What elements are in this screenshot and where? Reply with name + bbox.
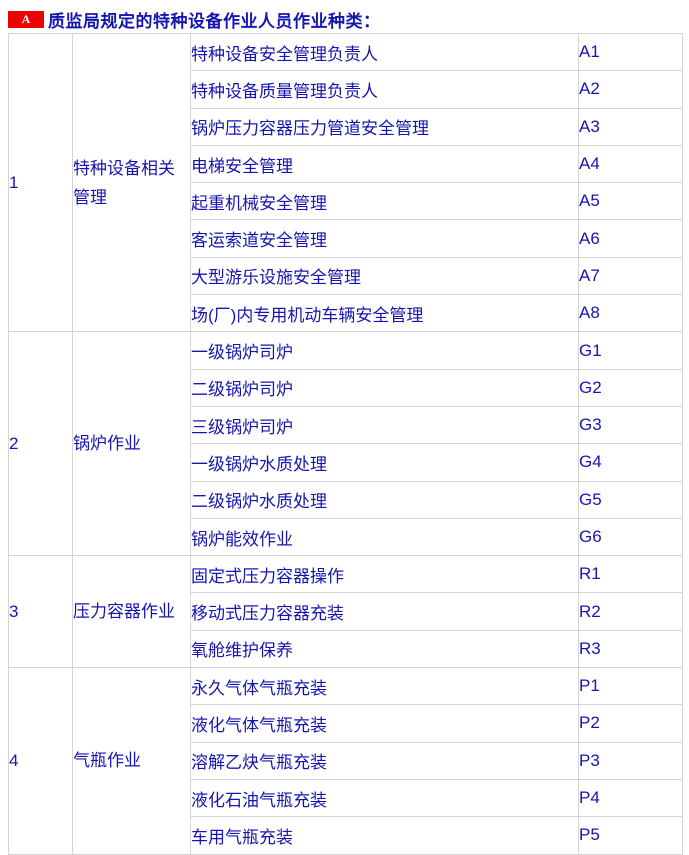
job-code-cell: G5 (578, 480, 683, 519)
table-row: 特种设备质量管理负责人 A2 (9, 70, 683, 109)
table-row: 溶解乙炔气瓶充装 P3 (9, 741, 683, 780)
job-code-cell: G6 (578, 517, 683, 557)
job-name-cell: 一级锅炉司炉 (190, 331, 579, 370)
section-number-cell: 1 (8, 32, 73, 333)
job-name-cell: 液化石油气瓶充装 (190, 778, 579, 818)
job-name-cell: 场(厂)内专用机动车辆安全管理 (190, 294, 579, 333)
job-name-cell: 起重机械安全管理 (190, 182, 579, 221)
table-row: 客运索道安全管理 A6 (9, 219, 683, 258)
table-row: 起重机械安全管理 A5 (9, 182, 683, 221)
job-code-cell: A5 (578, 182, 683, 221)
section-number-cell: 3 (8, 555, 73, 669)
section-number-cell: 2 (8, 331, 73, 557)
table-row: 二级锅炉水质处理 G5 (9, 480, 683, 519)
table-row: 锅炉压力容器压力管道安全管理 A3 (9, 107, 683, 146)
table-row: 液化石油气瓶充装 P4 (9, 778, 683, 818)
job-code-cell: A4 (578, 144, 683, 184)
table-row: 电梯安全管理 A4 (9, 144, 683, 184)
section-marker-badge: A (8, 10, 44, 28)
job-code-cell: A6 (578, 219, 683, 258)
section-category-cell: 锅炉作业 (72, 331, 191, 557)
job-name-cell: 锅炉能效作业 (190, 517, 579, 557)
page-header: A 质监局规定的特种设备作业人员作业种类： (0, 0, 689, 31)
job-name-cell: 电梯安全管理 (190, 144, 579, 184)
job-categories-table-body: 1 特种设备相关管理 特种设备安全管理负责人 A1 特种设备质量管理负责人 A2 锅炉压力容… (8, 32, 683, 855)
section-number-cell: 4 (8, 667, 73, 855)
job-code-cell: R1 (578, 555, 683, 594)
job-code-cell: G2 (578, 368, 683, 407)
table-row: 4 气瓶作业 永久气体气瓶充装 P1 (8, 667, 683, 855)
job-code-cell: P3 (578, 741, 683, 780)
job-name-cell: 特种设备安全管理负责人 (190, 32, 579, 72)
job-code-cell: G1 (578, 331, 683, 370)
job-categories-table: 1 特种设备相关管理 特种设备安全管理负责人 A1 特种设备质量管理负责人 A2 锅炉压力容… (8, 32, 683, 855)
job-name-cell: 二级锅炉水质处理 (190, 480, 579, 519)
table-row: 三级锅炉司炉 G3 (9, 405, 683, 445)
job-name-cell: 大型游乐设施安全管理 (190, 256, 579, 296)
job-name-cell: 二级锅炉司炉 (190, 368, 579, 407)
job-code-cell: A8 (578, 294, 683, 333)
job-code-cell: R2 (578, 592, 683, 631)
table-row: 场(厂)内专用机动车辆安全管理 A8 (9, 294, 683, 333)
job-name-cell: 永久气体气瓶充装 (190, 667, 579, 706)
job-code-cell: G4 (578, 443, 683, 482)
job-code-cell: A7 (578, 256, 683, 296)
job-name-cell: 固定式压力容器操作 (190, 555, 579, 594)
job-name-cell: 氧舱维护保养 (190, 629, 579, 669)
job-code-cell: P2 (578, 704, 683, 743)
job-code-cell: R3 (578, 629, 683, 669)
job-name-cell: 三级锅炉司炉 (190, 405, 579, 445)
job-name-cell: 客运索道安全管理 (190, 219, 579, 258)
job-name-cell: 车用气瓶充装 (190, 816, 579, 855)
table-row: 二级锅炉司炉 G2 (9, 368, 683, 407)
table-row: 氧舱维护保养 R3 (9, 629, 683, 669)
section-category-cell: 气瓶作业 (72, 667, 191, 855)
job-code-cell: A1 (578, 32, 683, 72)
table-row: 3 压力容器作业 固定式压力容器操作 R1 (8, 555, 683, 669)
section-category-cell: 特种设备相关管理 (72, 32, 191, 333)
section-category-cell: 压力容器作业 (72, 555, 191, 669)
job-code-cell: A3 (578, 107, 683, 146)
table-row: 大型游乐设施安全管理 A7 (9, 256, 683, 296)
table-row: 锅炉能效作业 G6 (9, 517, 683, 557)
table-row: 液化气体气瓶充装 P2 (9, 704, 683, 743)
job-name-cell: 一级锅炉水质处理 (190, 443, 579, 482)
job-code-cell: P4 (578, 778, 683, 818)
job-code-cell: P1 (578, 667, 683, 706)
job-code-cell: A2 (578, 70, 683, 109)
table-row: 1 特种设备相关管理 特种设备安全管理负责人 A1 (8, 32, 683, 333)
table-row: 2 锅炉作业 一级锅炉司炉 G1 (8, 331, 683, 557)
table-row: 移动式压力容器充装 R2 (9, 592, 683, 631)
job-code-cell: G3 (578, 405, 683, 445)
page-title: 质监局规定的特种设备作业人员作业种类： (48, 11, 381, 31)
job-name-cell: 溶解乙炔气瓶充装 (190, 741, 579, 780)
job-name-cell: 液化气体气瓶充装 (190, 704, 579, 743)
job-name-cell: 特种设备质量管理负责人 (190, 70, 579, 109)
job-name-cell: 锅炉压力容器压力管道安全管理 (190, 107, 579, 146)
job-code-cell: P5 (578, 816, 683, 855)
job-name-cell: 移动式压力容器充装 (190, 592, 579, 631)
